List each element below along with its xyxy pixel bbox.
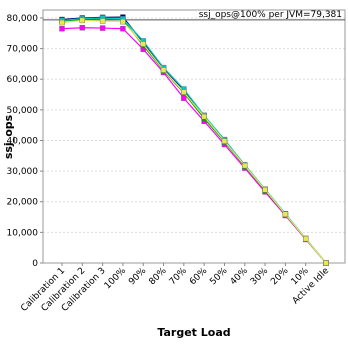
point	[140, 41, 146, 47]
point	[181, 95, 187, 101]
point	[282, 211, 289, 217]
y-tick-label: 30,000	[7, 167, 39, 177]
point	[323, 260, 329, 266]
y-tick-label: 10,000	[7, 228, 39, 238]
x-tick-label: 40%	[229, 266, 251, 288]
y-tick-label: 50,000	[7, 106, 39, 116]
x-tick-label: 60%	[188, 266, 210, 288]
x-tick-label: 70%	[168, 266, 190, 288]
point	[242, 162, 248, 169]
x-tick-label: 90%	[127, 266, 149, 288]
x-tick-label: 50%	[208, 266, 230, 288]
point	[79, 25, 86, 31]
point	[160, 67, 167, 73]
y-tick-label: 40,000	[7, 136, 39, 146]
point	[120, 18, 126, 25]
y-tick-label: 20,000	[7, 198, 39, 208]
series-line	[61, 16, 327, 264]
point	[302, 235, 309, 242]
point	[221, 138, 228, 144]
point	[99, 18, 106, 24]
point	[59, 25, 65, 32]
point	[120, 25, 126, 32]
x-axis-title: Target Load	[157, 326, 230, 339]
y-tick-label: 0	[32, 259, 38, 269]
point	[181, 89, 187, 95]
series-line	[61, 17, 327, 264]
series-line	[61, 27, 327, 264]
y-tick-label: 60,000	[7, 75, 39, 85]
y-axis-title: ssj_ops	[2, 114, 15, 159]
y-tick-label: 80,000	[7, 14, 39, 24]
point	[99, 25, 106, 31]
y-tick-label: 70,000	[7, 45, 39, 55]
x-tick-label: 80%	[147, 266, 169, 288]
series-line	[61, 19, 327, 264]
annotation: ssj_ops@100% per JVM=79,381	[199, 10, 342, 20]
x-tick-label: 20%	[269, 266, 291, 288]
x-tick-label: 30%	[249, 266, 271, 288]
series-line	[61, 17, 327, 264]
point	[201, 113, 207, 120]
point	[262, 187, 268, 193]
x-tick-label: 100%	[103, 266, 129, 292]
point	[79, 17, 86, 24]
plot-frame	[42, 9, 346, 264]
point	[59, 19, 65, 26]
